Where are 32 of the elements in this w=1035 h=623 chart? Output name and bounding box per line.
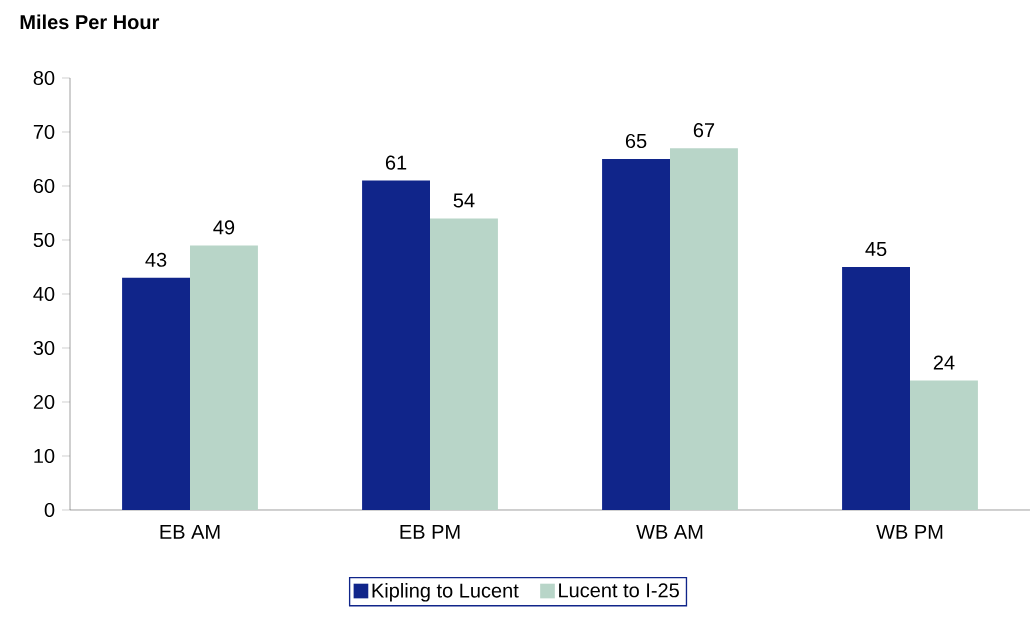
y-tick-label: 30 [33, 340, 55, 356]
legend-label: Kipling to Lucent [372, 582, 519, 602]
data-label: 65 [625, 133, 647, 149]
bar [670, 148, 738, 510]
data-label: 45 [865, 242, 887, 257]
data-label: 54 [453, 193, 475, 208]
legend-label: Lucent to I-25 [559, 583, 679, 598]
data-label: 49 [213, 220, 235, 235]
bar [602, 158, 670, 510]
y-axis-title: Miles Per Hour [20, 14, 160, 30]
data-label: 43 [145, 252, 167, 267]
y-tick-label: 50 [33, 232, 55, 248]
bar [842, 266, 910, 510]
y-tick-label: 80 [33, 70, 55, 86]
y-tick-label: 70 [33, 124, 55, 140]
x-tick-label: WB AM [636, 524, 703, 539]
x-tick-label: WB PM [876, 524, 943, 539]
data-label: 67 [693, 123, 715, 138]
bar [122, 277, 191, 510]
y-tick-label: 40 [33, 286, 55, 302]
x-tick-label: EB AM [160, 524, 220, 539]
y-tick-label: 20 [33, 394, 55, 410]
y-tick-label: 60 [33, 178, 55, 194]
data-label: 61 [385, 155, 407, 170]
data-label: 24 [933, 355, 955, 370]
bar [430, 218, 498, 510]
bar [190, 245, 258, 510]
y-tick-label: 0 [44, 502, 55, 518]
y-tick-label: 10 [34, 448, 55, 464]
bar [910, 380, 978, 510]
bar [362, 180, 430, 510]
x-tick-label: EB PM [400, 524, 460, 539]
